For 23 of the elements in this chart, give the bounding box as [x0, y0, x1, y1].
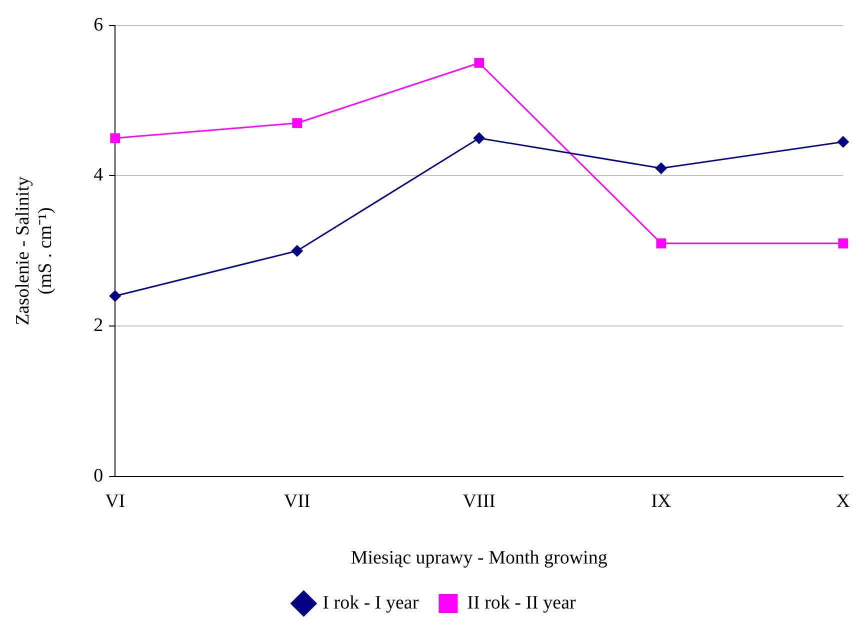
x-tick-label: VIII — [462, 490, 496, 512]
x-tick-label: IX — [651, 490, 672, 512]
x-tick-label: VI — [105, 490, 126, 512]
y-tick-label: 2 — [94, 315, 104, 336]
point — [837, 136, 850, 148]
point — [655, 162, 668, 174]
point — [291, 244, 304, 257]
legend-label: II rok - II year — [467, 592, 576, 614]
point — [109, 290, 122, 302]
y-tick-label: 4 — [94, 164, 104, 186]
x-axis-title: Miesiąc uprawy - Month growing — [350, 548, 608, 569]
point — [838, 238, 848, 248]
y-tick-label: 6 — [94, 14, 104, 36]
point — [292, 118, 302, 128]
y-axis-title: Zasolenie - Salinity (mS . cm⁻¹) — [12, 176, 56, 326]
point — [473, 132, 486, 144]
legend-label: I rok - I year — [322, 592, 420, 614]
x-tick-label: VII — [284, 490, 310, 512]
x-tick-label: X — [836, 490, 850, 512]
point — [474, 58, 484, 68]
point — [656, 238, 666, 248]
point — [110, 133, 120, 144]
y-tick-label: 0 — [94, 465, 104, 486]
